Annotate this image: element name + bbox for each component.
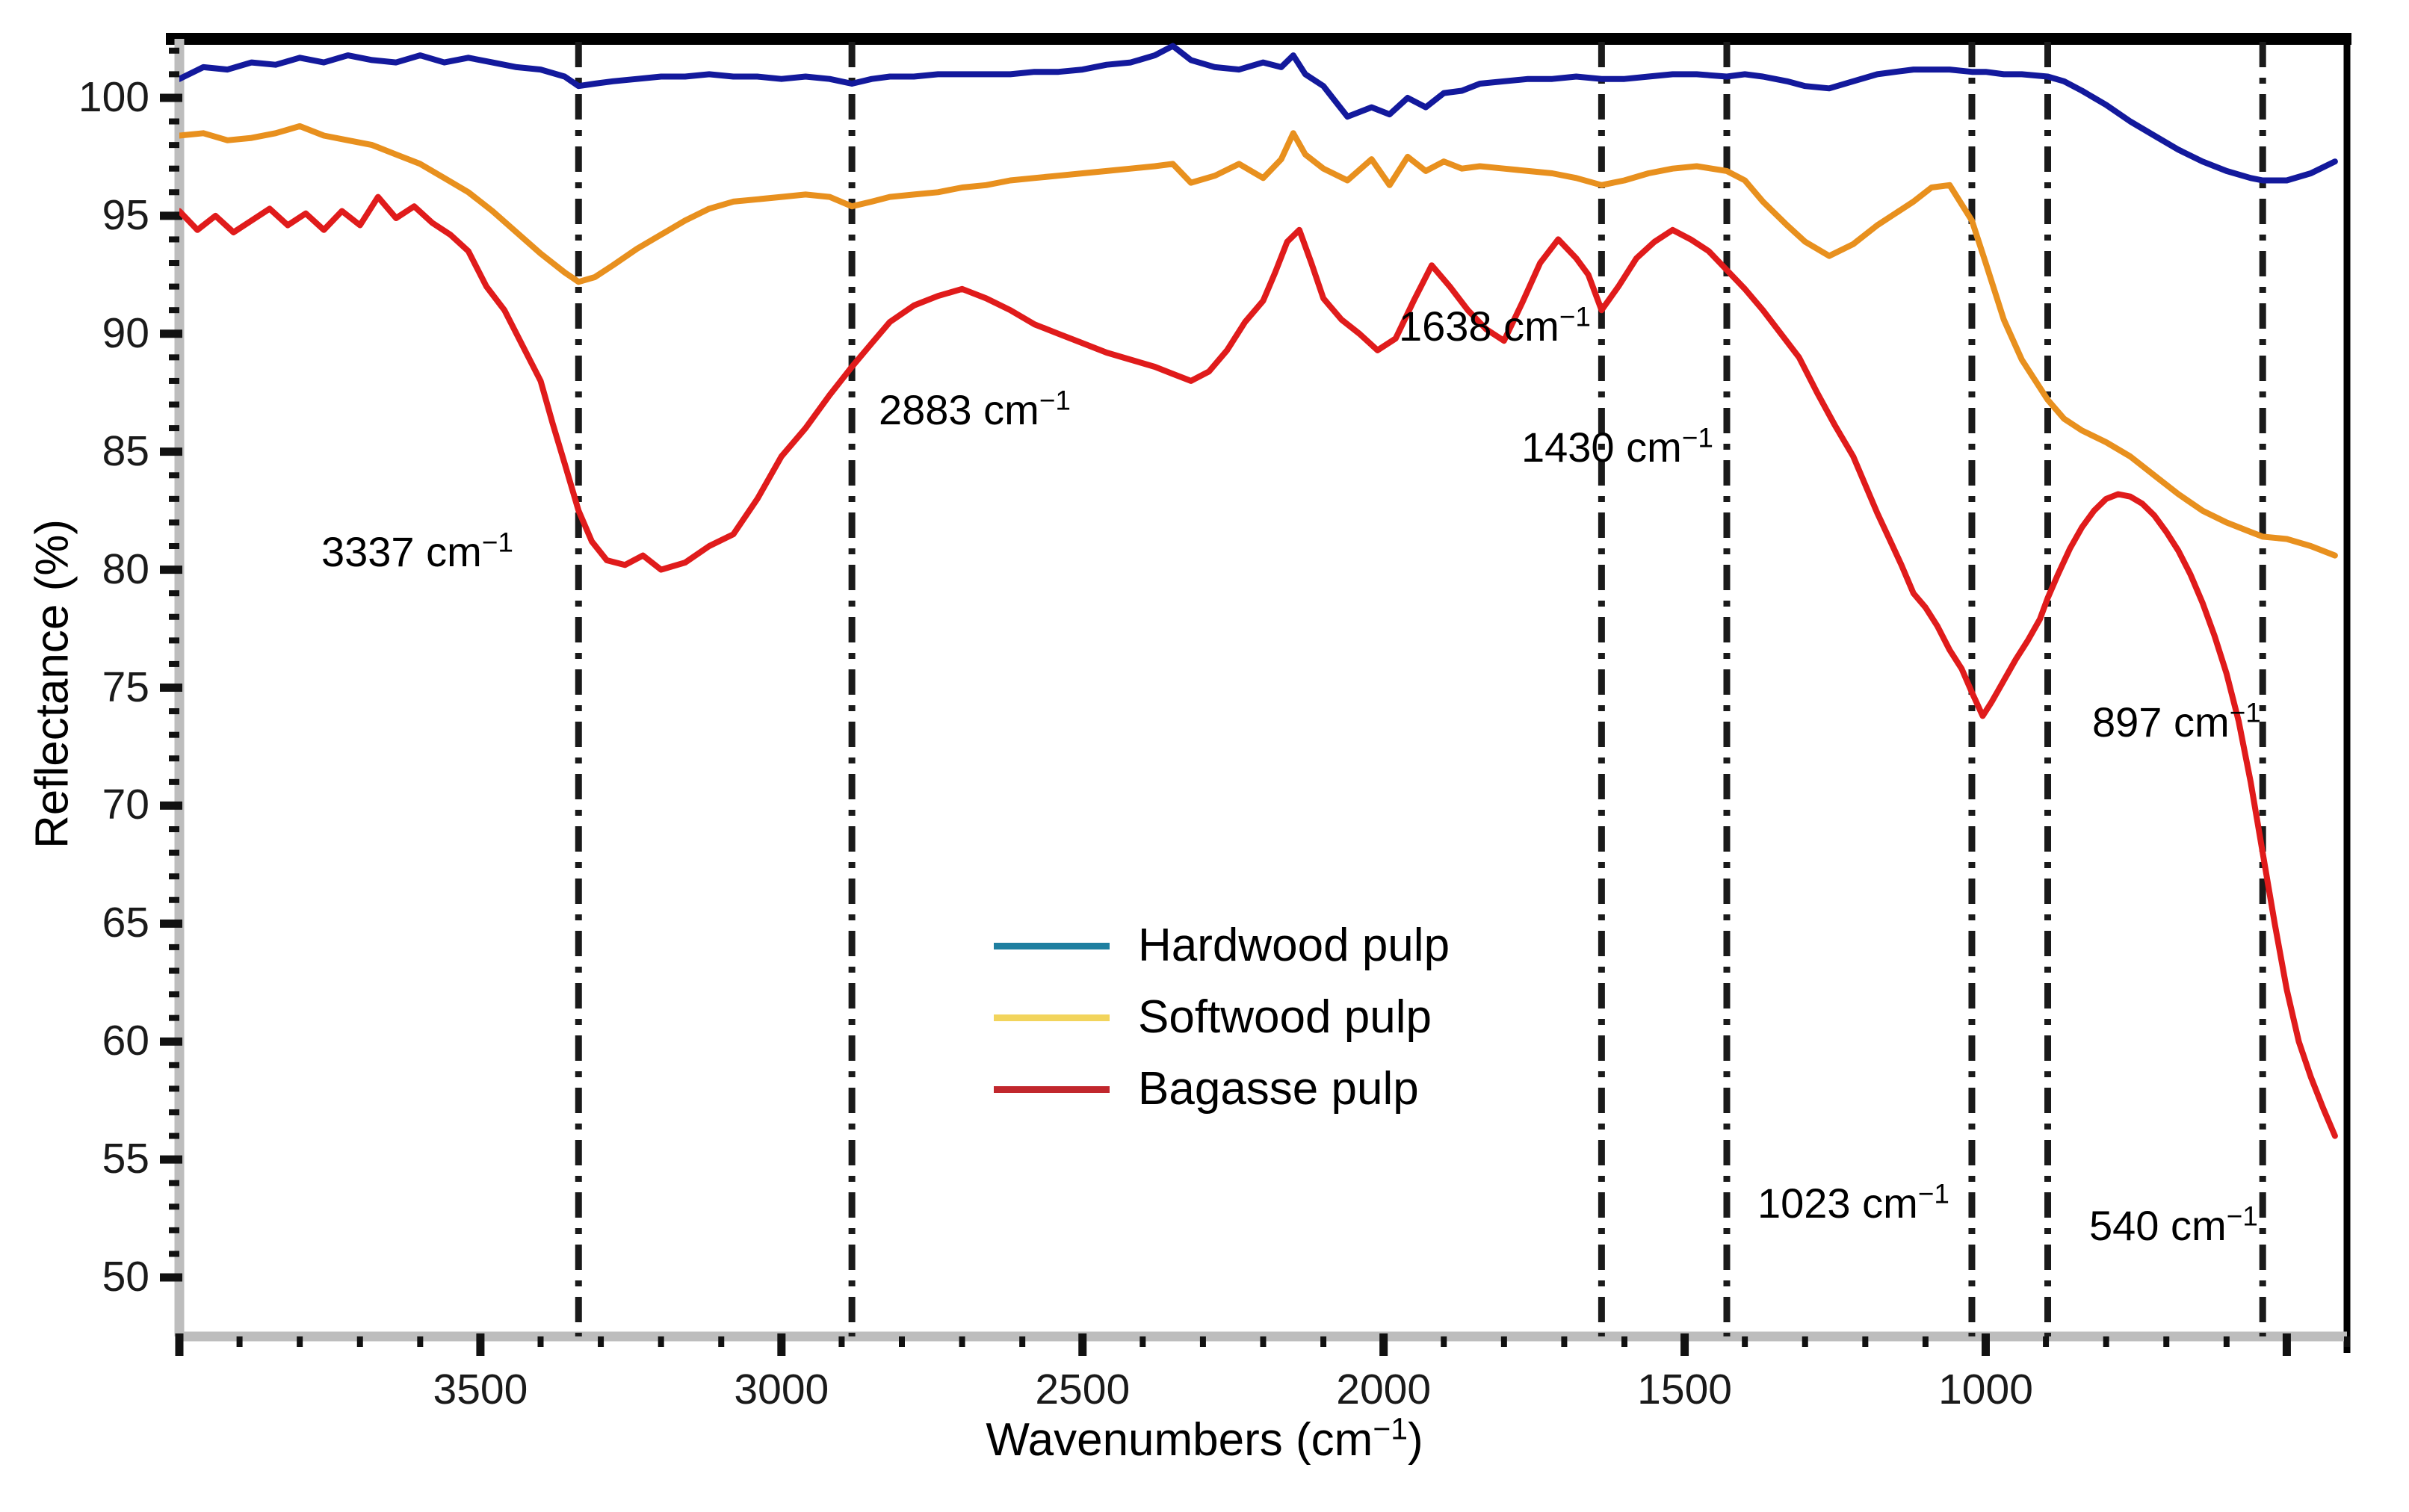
legend-label: Hardwood pulp (1138, 920, 1450, 971)
peak-annotation-text: 1430 cm (1521, 424, 1682, 471)
x-tick-label: 1500 (1637, 1366, 1732, 1413)
legend-swatch-icon (994, 1014, 1110, 1021)
x-tick-label: 1000 (1938, 1366, 2033, 1413)
legend-item-hardwood-pulp[interactable]: Hardwood pulp (994, 910, 1450, 982)
peak-annotation-540: 540 cm−1 (2089, 1201, 2258, 1250)
peak-annotation-3337: 3337 cm−1 (321, 527, 513, 576)
y-tick-label: 50 (102, 1253, 149, 1301)
y-tick-label: 70 (102, 781, 149, 829)
peak-annotation-superscript: −1 (481, 527, 513, 558)
peak-annotation-897: 897 cm−1 (2092, 698, 2261, 746)
x-axis-title-superscript: −1 (1373, 1411, 1408, 1446)
y-tick-label: 90 (102, 309, 149, 357)
peak-annotation-superscript: −1 (1039, 385, 1071, 416)
legend-swatch-icon (994, 942, 1110, 949)
peak-annotation-text: 897 cm (2092, 698, 2230, 746)
x-tick-label: 3500 (433, 1366, 528, 1413)
peak-annotation-text: 3337 cm (321, 528, 482, 575)
peak-annotation-superscript: −1 (1681, 422, 1713, 453)
peak-annotation-superscript: −1 (1559, 301, 1591, 332)
peak-annotation-1023: 1023 cm−1 (1757, 1179, 1949, 1227)
spectrum-line-hardwood-pulp (179, 43, 2338, 184)
y-tick-label: 95 (102, 190, 149, 239)
x-tick-label: 2000 (1336, 1366, 1432, 1413)
legend-item-softwood-pulp[interactable]: Softwood pulp (994, 982, 1450, 1053)
x-tick-label: 2500 (1035, 1366, 1131, 1413)
peak-annotation-superscript: −1 (1917, 1178, 1949, 1209)
peak-annotation-1638: 1638 cm−1 (1399, 302, 1591, 350)
legend-label: Softwood pulp (1138, 991, 1432, 1043)
peak-annotation-superscript: −1 (2229, 697, 2261, 728)
y-tick-label: 65 (102, 899, 149, 947)
peak-annotation-text: 540 cm (2089, 1202, 2227, 1249)
spectrum-line-bagasse-pulp (179, 193, 2338, 1139)
x-axis-title-main: Wavenumbers (cm (986, 1414, 1373, 1466)
peak-annotation-2883: 2883 cm−1 (879, 385, 1071, 434)
spectrum-line-softwood-pulp (179, 123, 2338, 559)
y-tick-label: 55 (102, 1135, 149, 1183)
legend-item-bagasse-pulp[interactable]: Bagasse pulp (994, 1053, 1450, 1125)
y-tick-label: 80 (102, 545, 149, 593)
peak-annotation-superscript: −1 (2226, 1200, 2258, 1232)
x-tick-label: 3000 (734, 1366, 829, 1413)
legend-label: Bagasse pulp (1138, 1063, 1419, 1115)
peak-annotation-text: 1638 cm (1399, 303, 1559, 350)
x-axis-title-tail: ) (1407, 1414, 1423, 1466)
x-axis-title: Wavenumbers (cm−1) (0, 1413, 2409, 1466)
y-tick-label: 60 (102, 1017, 149, 1065)
chart-legend: Hardwood pulp Softwood pulp Bagasse pulp (994, 910, 1450, 1125)
peak-annotation-text: 1023 cm (1757, 1180, 1918, 1227)
legend-swatch-icon (994, 1085, 1110, 1093)
y-tick-label: 100 (78, 72, 149, 121)
y-tick-label: 85 (102, 427, 149, 475)
peak-annotation-text: 2883 cm (879, 386, 1039, 433)
peak-annotation-1430: 1430 cm−1 (1521, 423, 1713, 471)
y-tick-label: 75 (102, 663, 149, 711)
